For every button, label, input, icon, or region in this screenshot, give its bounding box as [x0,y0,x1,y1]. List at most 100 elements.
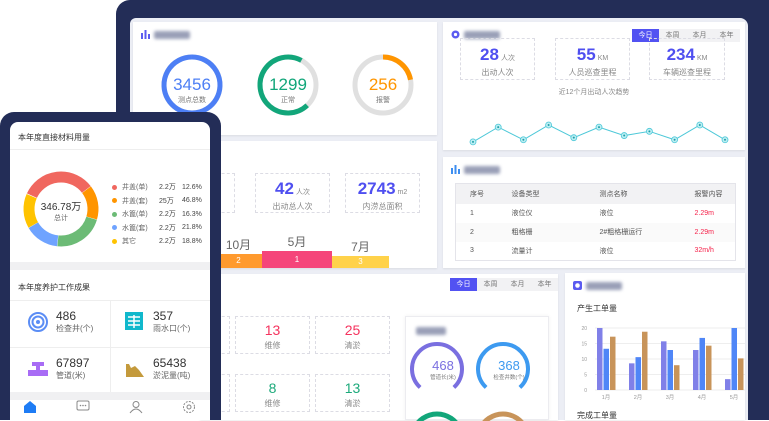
result-manholes: 486 检查井(个) [28,309,93,334]
divider [10,149,210,150]
bar [667,350,673,390]
results-title: 本年度养护工作成果 [18,283,90,292]
gauge-label: 管道长(米) [430,375,456,381]
legend-item: 水篦(套) 2.2万 21.8% [112,223,202,233]
realtime-table-panel: 序号 设备类型 测点名称 报警内容 1 液位仪 液位 2.29m 2 粗格栅 2#粗格栅运行 2.… [443,157,745,268]
stat-repair: 8 维修 [235,374,310,412]
rank-month: 10月 [225,238,252,252]
x-tick-label: 5月 [730,394,739,401]
bar [725,379,731,390]
nav-profile[interactable] [111,400,161,419]
table-header: 序号 设备类型 测点名称 报警内容 [455,183,736,204]
drain-grate-icon [125,311,143,330]
stat-staff-mileage: 55 KM 人员巡查里程 [555,38,630,80]
y-tick-label: 15 [581,342,587,348]
donut-total: 346.78万 [40,202,82,213]
legend-dot [112,238,117,244]
dredge-gauge-arc [482,411,524,421]
donut-segment [23,193,39,228]
x-tick-label: 4月 [698,394,707,401]
donut-segment [81,186,99,220]
gauge-alarm: 256 报警 [368,75,398,104]
gauge-normal: 1299 正常 [269,75,307,104]
trend-line-chart [469,121,729,146]
rank-bar: 1 [262,251,332,268]
x-tick-label: 1月 [602,394,611,401]
materials-donut-chart [23,171,99,247]
x-tick-label: 3月 [666,394,675,401]
bar [731,328,737,390]
bar [738,358,744,390]
bar [635,357,641,390]
bar [629,363,635,390]
alarm-table: 序号 设备类型 测点名称 报警内容 1 液位仪 液位 2.29m 2 粗格栅 2#粗格栅运行 2.… [455,183,736,261]
donut-segment [28,221,59,247]
eye-icon [451,30,460,39]
tab-today[interactable]: 今日 [450,278,477,291]
y-tick-label: 20 [581,326,587,332]
legend-item: 水篦(单) 2.2万 16.3% [112,209,202,219]
home-icon [24,401,36,413]
stat-repair: 13 维修 [235,316,310,354]
dredge-gauge-arc [410,342,464,389]
y-tick-label: 5 [584,373,587,379]
rank-bar: 2 [215,254,262,268]
y-tick-label: 10 [581,357,587,363]
card-title-blurred [416,327,446,335]
bar-chart-icon [451,165,460,174]
chart2-title: 完成工单量 [577,411,617,420]
bar [699,337,705,390]
result-drains: 357 雨水口(个) [125,309,190,334]
chart-title: 产生工单量 [577,304,617,313]
work-order-panel: 产生工单量 0 5 10 15 20 1月 2月 3月 4月 5月 完成工单量 [565,273,745,420]
bar [603,348,609,390]
dredge-gauges [410,342,530,421]
gauge-label: 检查井数(个) [493,375,525,381]
stat-flood-area: 2743 m2 内涝总面积 [345,173,420,213]
maintenance-panel: 今日 本周 本月 本年 13 维修 25 清淤 8 维修 13 清淤 468 管道长(米) 36… [190,274,558,421]
trend-title: 近12个月出动人次趋势 [558,89,630,96]
bar [642,331,648,390]
nav-settings[interactable] [164,400,210,419]
panel-title-blurred [154,30,190,39]
bar [674,365,680,390]
bar [661,341,667,390]
materials-title: 本年度直接材料用量 [18,133,90,142]
dredge-results-card: 468 管道长(米) 368 检查井数(个) [405,316,549,421]
gauge-total: 3456 测点总数 [173,75,211,104]
stat-vehicle-mileage: 234 KM 车辆巡查里程 [649,38,725,80]
bar-chart-icon [141,30,150,39]
table-row[interactable]: 3 流量计 液位 32m/h [470,247,714,255]
donut-total-label: 总计 [54,215,68,222]
message-icon [76,400,90,411]
legend-dot [112,198,117,203]
work-order-bar-chart: 0 5 10 15 20 1月 2月 3月 4月 5月 [581,326,745,401]
pipe-icon [28,361,48,376]
dredge-gauge-arc [476,342,530,389]
table-row[interactable]: 1 液位仪 液位 2.29m [470,209,714,218]
stat-total-dispatch: 42 人次 出动总人次 [255,173,330,213]
stat-dispatch: 28 人次 出动人次 [460,38,535,80]
tab-week[interactable]: 本周 [477,278,504,291]
y-tick-label: 0 [584,388,587,394]
legend-item: 其它 2.2万 18.8% [112,236,202,246]
panel-title-blurred [586,281,622,290]
stat-dredge: 25 清淤 [315,316,390,354]
bar [610,336,616,390]
mobile-screen: 本年度直接材料用量 346.78万 总计 井盖(单) 2.2万 12.6% 井盖(套)… [10,122,210,420]
nav-home[interactable] [10,400,55,419]
x-tick-label: 2月 [634,394,643,401]
nav-messages[interactable] [58,400,108,419]
donut-segment [57,216,97,247]
bar [693,350,699,390]
tab-year[interactable]: 本年 [531,278,558,291]
summary-panel: 42 人次 出动总人次 2743 m2 内涝总面积 10月 2 5月 1 7月 3 [180,141,437,268]
result-sludge: 65438 淤泥量(吨) [125,356,190,381]
maintenance-period-tabs: 今日 本周 本月 本年 [450,278,558,291]
section-gap [10,392,210,400]
legend-dot [112,225,117,230]
tab-month[interactable]: 本月 [504,278,531,291]
table-row[interactable]: 2 粗格栅 2#粗格栅运行 2.29m [455,222,736,242]
patrol-panel: 今日 本周 本月 本年 28 人次 出动人次 55 KM 人员巡查里程 234 KM 车辆巡查里程… [443,22,745,150]
stat-dredge: 13 清淤 [315,374,390,412]
